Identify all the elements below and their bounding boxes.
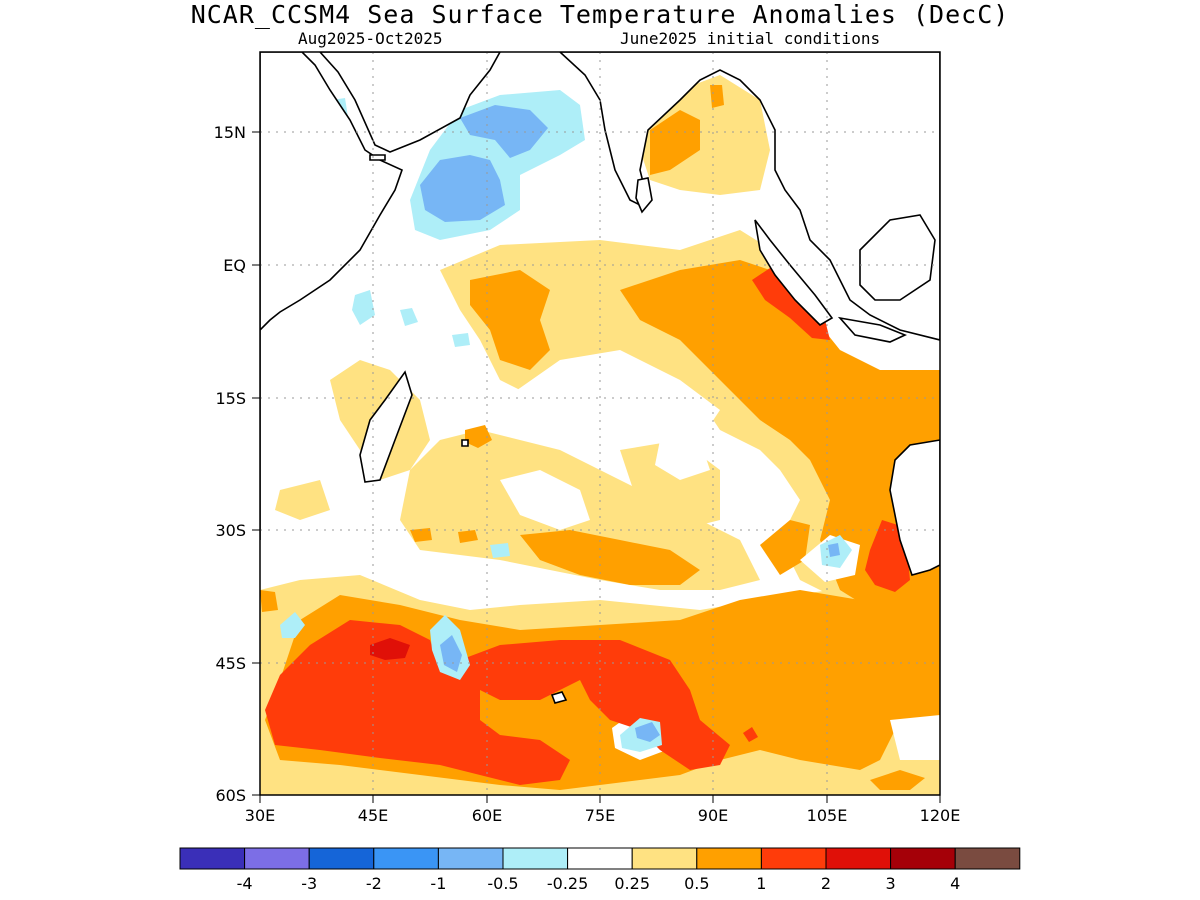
- anomaly-neg0.25-region: [400, 308, 418, 326]
- anomaly-neg0.5-region: [460, 105, 548, 158]
- lon-label: 105E: [807, 806, 848, 825]
- lat-label: 30S: [215, 521, 246, 540]
- anomaly-1-region: [265, 620, 730, 785]
- colorbar-label: 1: [756, 874, 766, 893]
- lon-axis: 30E 45E 60E 75E 90E 105E 120E: [245, 795, 961, 825]
- anomaly-neg0.25-region: [280, 612, 305, 638]
- graticule: [260, 52, 940, 795]
- colorbar-swatch: [954, 847, 1021, 870]
- anomaly-0.5-region: [870, 770, 925, 790]
- lon-label: 30E: [245, 806, 275, 825]
- colorbar-label: -0.25: [547, 874, 588, 893]
- sri-lanka: [635, 177, 653, 214]
- africa-coast: [260, 52, 403, 540]
- neutral-area: [655, 440, 710, 480]
- colorbar-swatch: [308, 847, 375, 870]
- colorbar-label: -3: [301, 874, 317, 893]
- lat-label: 60S: [215, 786, 246, 805]
- lat-axis: 15N EQ 15S 30S 45S 60S: [214, 123, 260, 805]
- anomaly-0.5-region: [620, 260, 940, 615]
- colorbar-label: -4: [237, 874, 253, 893]
- colorbar: -4 -3 -2 -1 -0.5 -0.25 0.25 0.5 1 2 3 4: [179, 847, 1021, 893]
- colorbar-swatch: [890, 847, 956, 870]
- anomaly-1-region: [865, 520, 910, 592]
- coastlines: [260, 52, 940, 704]
- colorbar-label: -2: [366, 874, 382, 893]
- colorbar-swatch: [373, 847, 439, 870]
- anomaly-neg0.5-region: [420, 155, 505, 222]
- anomaly-0.5-region: [410, 528, 432, 542]
- colorbar-swatch: [825, 847, 892, 870]
- lat-label: 15S: [215, 389, 246, 408]
- lon-label: 120E: [920, 806, 961, 825]
- colorbar-swatch: [437, 847, 504, 870]
- india-coast: [558, 52, 940, 341]
- colorbar-label: 4: [950, 874, 960, 893]
- anomaly-0.5-region: [260, 590, 278, 612]
- lon-label: 45E: [358, 806, 388, 825]
- colorbar-label: 3: [886, 874, 896, 893]
- anomaly-neg0.5-region: [635, 722, 660, 742]
- lon-label: 90E: [698, 806, 728, 825]
- sumatra: [754, 219, 834, 327]
- colorbar-label: 2: [821, 874, 831, 893]
- anomaly-0.5-region: [520, 530, 700, 585]
- anomaly-0.25-region: [275, 480, 330, 520]
- anomaly-neg0.25-region: [452, 333, 470, 347]
- madagascar: [359, 370, 413, 483]
- lat-label: 45S: [215, 654, 246, 673]
- anomaly-neg0.5-region: [828, 543, 840, 557]
- colorbar-swatch: [244, 847, 310, 870]
- anomaly-1-region: [743, 727, 758, 742]
- java: [837, 316, 908, 343]
- anomaly-0.5-region: [710, 85, 724, 108]
- socotra: [369, 154, 386, 161]
- lat-label: 15N: [214, 123, 246, 142]
- colorbar-label: -1: [430, 874, 446, 893]
- anomaly-1-region: [752, 268, 830, 340]
- colorbar-label: 0.25: [614, 874, 650, 893]
- arabia-coast: [318, 52, 501, 153]
- neutral-area: [890, 715, 940, 760]
- colorbar-swatch: [631, 847, 698, 870]
- kerguelen: [550, 691, 568, 704]
- lon-label: 75E: [585, 806, 615, 825]
- australia-coast: [889, 439, 940, 576]
- colorbar-swatch: [567, 847, 633, 870]
- anomaly-0.5-region: [470, 270, 550, 370]
- forecast-period: Aug2025-Oct2025: [298, 29, 443, 48]
- anomaly-0.5-region: [650, 110, 700, 175]
- mauritius: [461, 439, 469, 447]
- map-title: NCAR_CCSM4 Sea Surface Temperature Anoma…: [190, 0, 1010, 29]
- colorbar-swatch: [502, 847, 569, 870]
- anomaly-0.5-region: [458, 530, 478, 543]
- anomaly-2-region: [370, 638, 410, 660]
- neutral-area: [510, 350, 720, 440]
- lat-label: EQ: [223, 256, 246, 275]
- colorbar-swatch: [179, 847, 246, 870]
- initial-conditions: June2025 initial conditions: [620, 29, 881, 48]
- colorbar-label: 0.5: [684, 874, 709, 893]
- borneo: [859, 214, 936, 301]
- anomaly-0.5-region: [760, 520, 810, 575]
- anomaly-neg0.25-region: [490, 543, 510, 558]
- anomaly-0.5-region: [465, 425, 492, 448]
- colorbar-swatch: [696, 847, 762, 870]
- neutral-area: [500, 470, 590, 530]
- colorbar-swatch: [760, 847, 827, 870]
- anomaly-neg0.25-region: [352, 290, 375, 325]
- colorbar-label: -0.5: [487, 874, 518, 893]
- lon-label: 60E: [472, 806, 502, 825]
